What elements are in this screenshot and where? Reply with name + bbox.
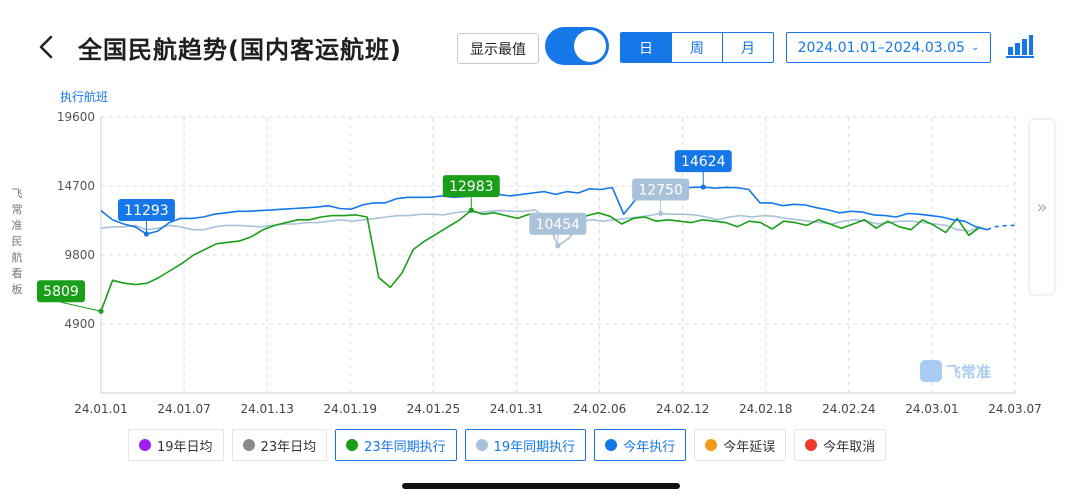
x-tick-label: 24.01.07 [157, 402, 210, 416]
x-tick-label: 24.01.01 [74, 402, 127, 416]
annotation-flag [632, 178, 690, 201]
plane-logo-icon [920, 360, 942, 382]
date-range-text: 2024.01.01–2024.03.05 [797, 39, 965, 56]
period-day-button[interactable]: 日 [621, 33, 671, 62]
legend-label: 今年执行 [623, 439, 676, 455]
home-indicator [402, 483, 680, 489]
annotation-label: 10454 [536, 217, 581, 233]
page-title: 全国民航趋势(国内客运航班) [78, 36, 402, 64]
forecast-line [986, 224, 1015, 231]
x-tick-label: 24.02.18 [739, 402, 792, 416]
y-axis-title: 执行航班 [60, 90, 109, 104]
legend-label: 19年日均 [157, 439, 213, 455]
y-tick-label: 9800 [64, 248, 95, 262]
annotation-flag [674, 150, 732, 173]
x-tick-label: 24.03.07 [988, 402, 1041, 416]
legend-label: 19年同期执行 [493, 439, 576, 455]
legend-label: 今年取消 [823, 439, 876, 455]
legend-dot [805, 439, 818, 451]
legend: 19年日均 23年日均 23年同期执行 19年同期执行 今年执行 今年延误 今年… [128, 429, 887, 461]
y-tick-label: 4900 [64, 317, 95, 331]
legend-item-23-same-period[interactable]: 23年同期执行 [335, 429, 457, 461]
annotation-label: 14624 [681, 154, 726, 170]
legend-label: 今年延误 [723, 439, 776, 455]
legend-item-19-same-period[interactable]: 19年同期执行 [464, 429, 587, 461]
annotation-flag [529, 212, 587, 235]
annotation-label: 11293 [124, 203, 169, 219]
annotation-flag [442, 175, 500, 198]
legend-dot [605, 439, 618, 451]
period-week-button[interactable]: 周 [671, 33, 722, 62]
annotation-label: 12750 [638, 182, 683, 198]
y-tick-label: 14700 [57, 179, 95, 193]
legend-item-19avg[interactable]: 19年日均 [128, 429, 224, 461]
x-tick-label: 24.02.06 [573, 402, 626, 416]
series-line [100, 186, 988, 235]
double-chevron-right-icon: » [1036, 196, 1048, 218]
x-tick-label: 24.01.13 [240, 402, 293, 416]
period-month-button[interactable]: 月 [722, 33, 773, 62]
y-tick-label: 19600 [57, 110, 95, 124]
chevron-left-icon [39, 35, 53, 59]
annotation-label: 12983 [449, 179, 494, 195]
legend-dot [242, 439, 255, 451]
annotation-flag [117, 198, 175, 221]
period-segmented-control: 日 周 月 [620, 32, 774, 63]
chevron-down-icon: ⌄ [970, 42, 980, 53]
x-tick-label: 24.01.25 [407, 402, 460, 416]
show-extreme-toggle[interactable] [545, 27, 609, 65]
annotation-leader [60, 301, 102, 312]
back-button[interactable] [34, 30, 58, 64]
x-tick-label: 24.01.19 [324, 402, 377, 416]
show-extreme-button[interactable]: 显示最值 [457, 33, 539, 64]
legend-item-this-year[interactable]: 今年执行 [594, 429, 687, 461]
bar-chart-icon[interactable] [1006, 34, 1034, 58]
side-vertical-label: 飞常准民航看板 [11, 187, 23, 296]
annotation-label: 5809 [43, 284, 79, 300]
x-tick-label: 24.03.01 [905, 402, 958, 416]
legend-label: 23年同期执行 [364, 439, 446, 455]
watermark: 飞常准 [920, 360, 991, 382]
x-tick-label: 24.02.12 [656, 402, 709, 416]
legend-dot [705, 439, 718, 451]
legend-item-cancel[interactable]: 今年取消 [794, 429, 887, 461]
legend-item-delay[interactable]: 今年延误 [694, 429, 787, 461]
x-tick-label: 24.01.31 [490, 402, 543, 416]
watermark-text: 飞常准 [946, 362, 992, 381]
x-tick-label: 24.02.24 [822, 402, 875, 416]
toggle-knob [574, 30, 606, 62]
date-range-select[interactable]: 2024.01.01–2024.03.05 ⌄ [786, 32, 991, 63]
annotation-flag [37, 280, 85, 303]
legend-dot [139, 439, 151, 451]
legend-label: 23年日均 [260, 439, 317, 455]
expand-panel-button[interactable]: » [1030, 120, 1054, 294]
legend-item-23avg[interactable]: 23年日均 [231, 429, 328, 461]
legend-dot [475, 439, 488, 451]
legend-dot [346, 439, 359, 451]
